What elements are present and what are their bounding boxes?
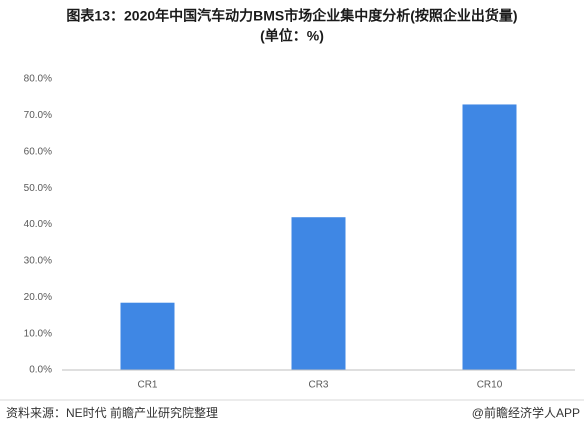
bar — [120, 302, 175, 370]
x-tick-label: CR3 — [308, 380, 328, 391]
bar — [291, 217, 346, 370]
credit: @前瞻经济学人APP — [472, 405, 580, 420]
x-tick-label: CR1 — [137, 380, 157, 391]
y-tick-label: 30.0% — [24, 256, 52, 267]
y-tick-label: 60.0% — [24, 146, 52, 157]
x-tick-label: CR10 — [477, 380, 503, 391]
source-note: 资料来源：NE时代 前瞻产业研究院整理 — [6, 405, 218, 420]
chart-subtitle: (单位：%) — [260, 28, 324, 44]
y-tick-label: 70.0% — [24, 110, 52, 121]
y-tick-label: 20.0% — [24, 292, 52, 303]
chart-title: 图表13：2020年中国汽车动力BMS市场企业集中度分析(按照企业出货量) — [66, 8, 517, 24]
y-tick-label: 80.0% — [24, 74, 52, 85]
y-tick-label: 0.0% — [29, 365, 52, 376]
y-tick-label: 50.0% — [24, 183, 52, 194]
y-tick-label: 10.0% — [24, 328, 52, 339]
bar — [462, 104, 517, 371]
y-tick-label: 40.0% — [24, 219, 52, 230]
